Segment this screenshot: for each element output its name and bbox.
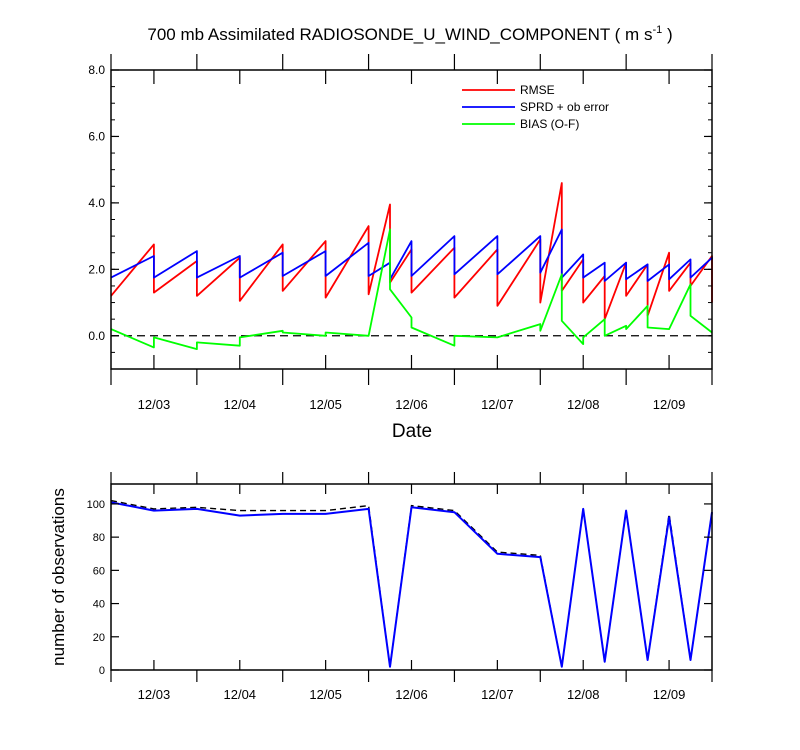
y-tick-label: 40 xyxy=(93,599,105,611)
legend: RMSE SPRD + ob error BIAS (O-F) xyxy=(462,83,609,131)
y-tick-label: 0.0 xyxy=(88,329,105,343)
y-tick-label: 6.0 xyxy=(88,129,105,143)
x-tick-label: 12/09 xyxy=(653,687,686,702)
obs-used-line xyxy=(110,501,713,668)
bottom-panel: 0 20 40 60 80 100 12/03 12/04 12/05 12/06 12/07 12/… xyxy=(87,472,713,702)
x-tick-label: 12/04 xyxy=(224,397,257,412)
legend-label-rmse: RMSE xyxy=(520,83,555,97)
x-tick-label: 12/08 xyxy=(567,687,600,702)
y-tick-label: 100 xyxy=(87,499,105,511)
y-axis-label-observations: number of observations xyxy=(49,488,68,666)
chart-title: 700 mb Assimilated RADIOSONDE_U_WIND_COM… xyxy=(147,24,672,44)
x-tick-label: 12/05 xyxy=(309,687,342,702)
x-tick-label: 12/09 xyxy=(653,397,686,412)
y-tick-label: 80 xyxy=(93,532,105,544)
x-tick-label: 12/03 xyxy=(138,687,171,702)
title-main: 700 mb Assimilated RADIOSONDE_U_WIND_COM… xyxy=(147,25,652,44)
x-tick-label: 12/06 xyxy=(395,397,428,412)
x-tick-label: 12/03 xyxy=(138,397,171,412)
title-end: ) xyxy=(662,25,672,44)
x-tick-label: 12/04 xyxy=(224,687,257,702)
x-tick-label: 12/05 xyxy=(309,397,342,412)
legend-label-sprd-ob-error: SPRD + ob error xyxy=(520,100,609,114)
sprd-ob-error-line xyxy=(110,228,713,282)
x-axis-label: Date xyxy=(392,421,432,442)
x-tick-label: 12/08 xyxy=(567,397,600,412)
title-superscript: -1 xyxy=(652,24,662,36)
y-tick-label: 4.0 xyxy=(88,196,105,210)
x-tick-label: 12/06 xyxy=(395,687,428,702)
y-tick-label: 8.0 xyxy=(88,63,105,77)
y-tick-label: 2.0 xyxy=(88,262,105,276)
y-tick-label: 20 xyxy=(93,632,105,644)
x-tick-label: 12/07 xyxy=(481,397,514,412)
legend-label-bias: BIAS (O-F) xyxy=(520,117,579,131)
bias-line xyxy=(110,228,713,351)
y-tick-label: 60 xyxy=(93,565,105,577)
obs-possible-line xyxy=(110,499,713,667)
x-tick-label: 12/07 xyxy=(481,687,514,702)
top-panel: 0.0 2.0 4.0 6.0 8.0 12/03 12/04 12/05 12/06 12/07… xyxy=(88,54,713,412)
y-tick-label: 0 xyxy=(99,665,105,677)
